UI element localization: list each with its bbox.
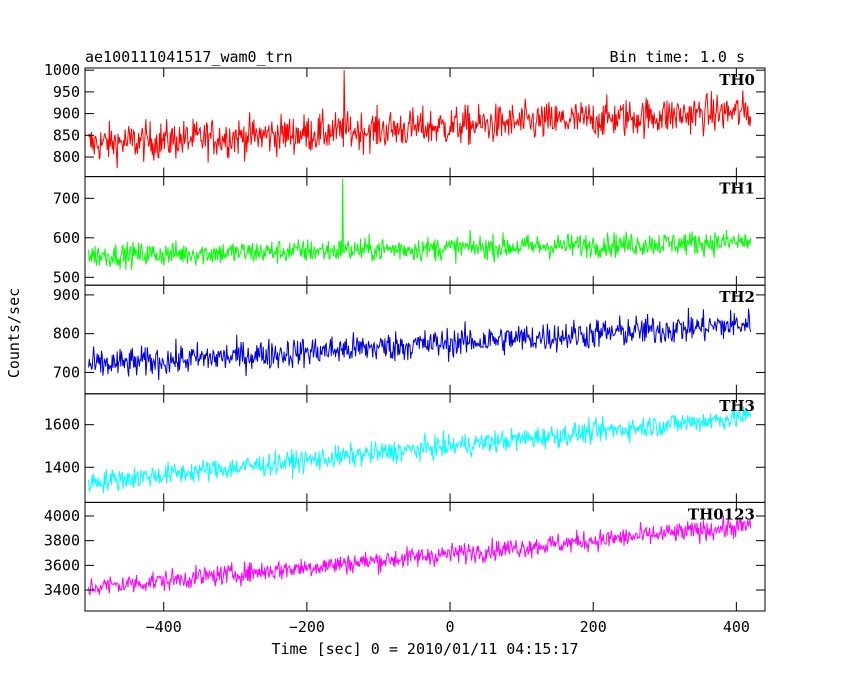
x-tick-label: −200: [289, 618, 325, 636]
panel-frame: [84, 501, 766, 612]
y-tick-label: 900: [53, 105, 80, 123]
x-tick-label: 400: [723, 618, 750, 636]
y-axis-label: Counts/sec: [5, 288, 23, 378]
y-tick-label: 1600: [44, 416, 80, 434]
panel-frame: [84, 67, 766, 178]
panel-th1: 500 600 700 TH1: [53, 176, 766, 286]
chart-title: ae100111041517_wam0_trn: [85, 48, 293, 66]
panel-label: TH0123: [688, 505, 755, 523]
x-tick-label: −400: [146, 618, 182, 636]
panel-th3: 1400 1600 TH3: [44, 393, 766, 503]
y-tick-label: 1400: [44, 458, 80, 476]
panel-th0: 800 850 900 950 1000 TH0: [44, 61, 766, 178]
x-tick-label: 200: [580, 618, 607, 636]
panel-th2: 700 800 900 TH2: [53, 284, 766, 395]
series-line-th1: [88, 178, 752, 270]
y-tick-label: 800: [53, 325, 80, 343]
series-line-th2: [88, 307, 752, 381]
panel-frame: [84, 176, 766, 286]
y-tick-label: 900: [53, 286, 80, 304]
y-tick-label: 3600: [44, 556, 80, 574]
x-axis-label: Time [sec] 0 = 2010/01/11 04:15:17: [271, 640, 578, 658]
series-line-th0: [88, 70, 752, 169]
y-tick-label: 4000: [44, 507, 80, 525]
y-tick-label: 500: [53, 268, 80, 286]
series-line-th0123: [88, 515, 752, 596]
y-tick-label: 1000: [44, 61, 80, 79]
y-tick-label: 3800: [44, 532, 80, 550]
y-tick-label: 3400: [44, 581, 80, 599]
panel-label: TH2: [719, 288, 755, 306]
series-line-th3: [88, 404, 752, 494]
y-tick-label: 800: [53, 148, 80, 166]
panel-th0123: 3400 3600 3800 4000 TH0123: [44, 501, 766, 612]
panel-label: TH0: [719, 71, 755, 89]
x-tick-label: 0: [446, 618, 455, 636]
panel-label: TH3: [719, 397, 755, 415]
y-tick-label: 950: [53, 83, 80, 101]
panel-label: TH1: [719, 180, 755, 198]
bin-time-label: Bin time: 1.0 s: [610, 48, 745, 66]
y-tick-label: 600: [53, 229, 80, 247]
y-tick-label: 700: [53, 363, 80, 381]
y-tick-label: 850: [53, 126, 80, 144]
y-tick-label: 700: [53, 189, 80, 207]
panel-frame: [84, 393, 766, 503]
